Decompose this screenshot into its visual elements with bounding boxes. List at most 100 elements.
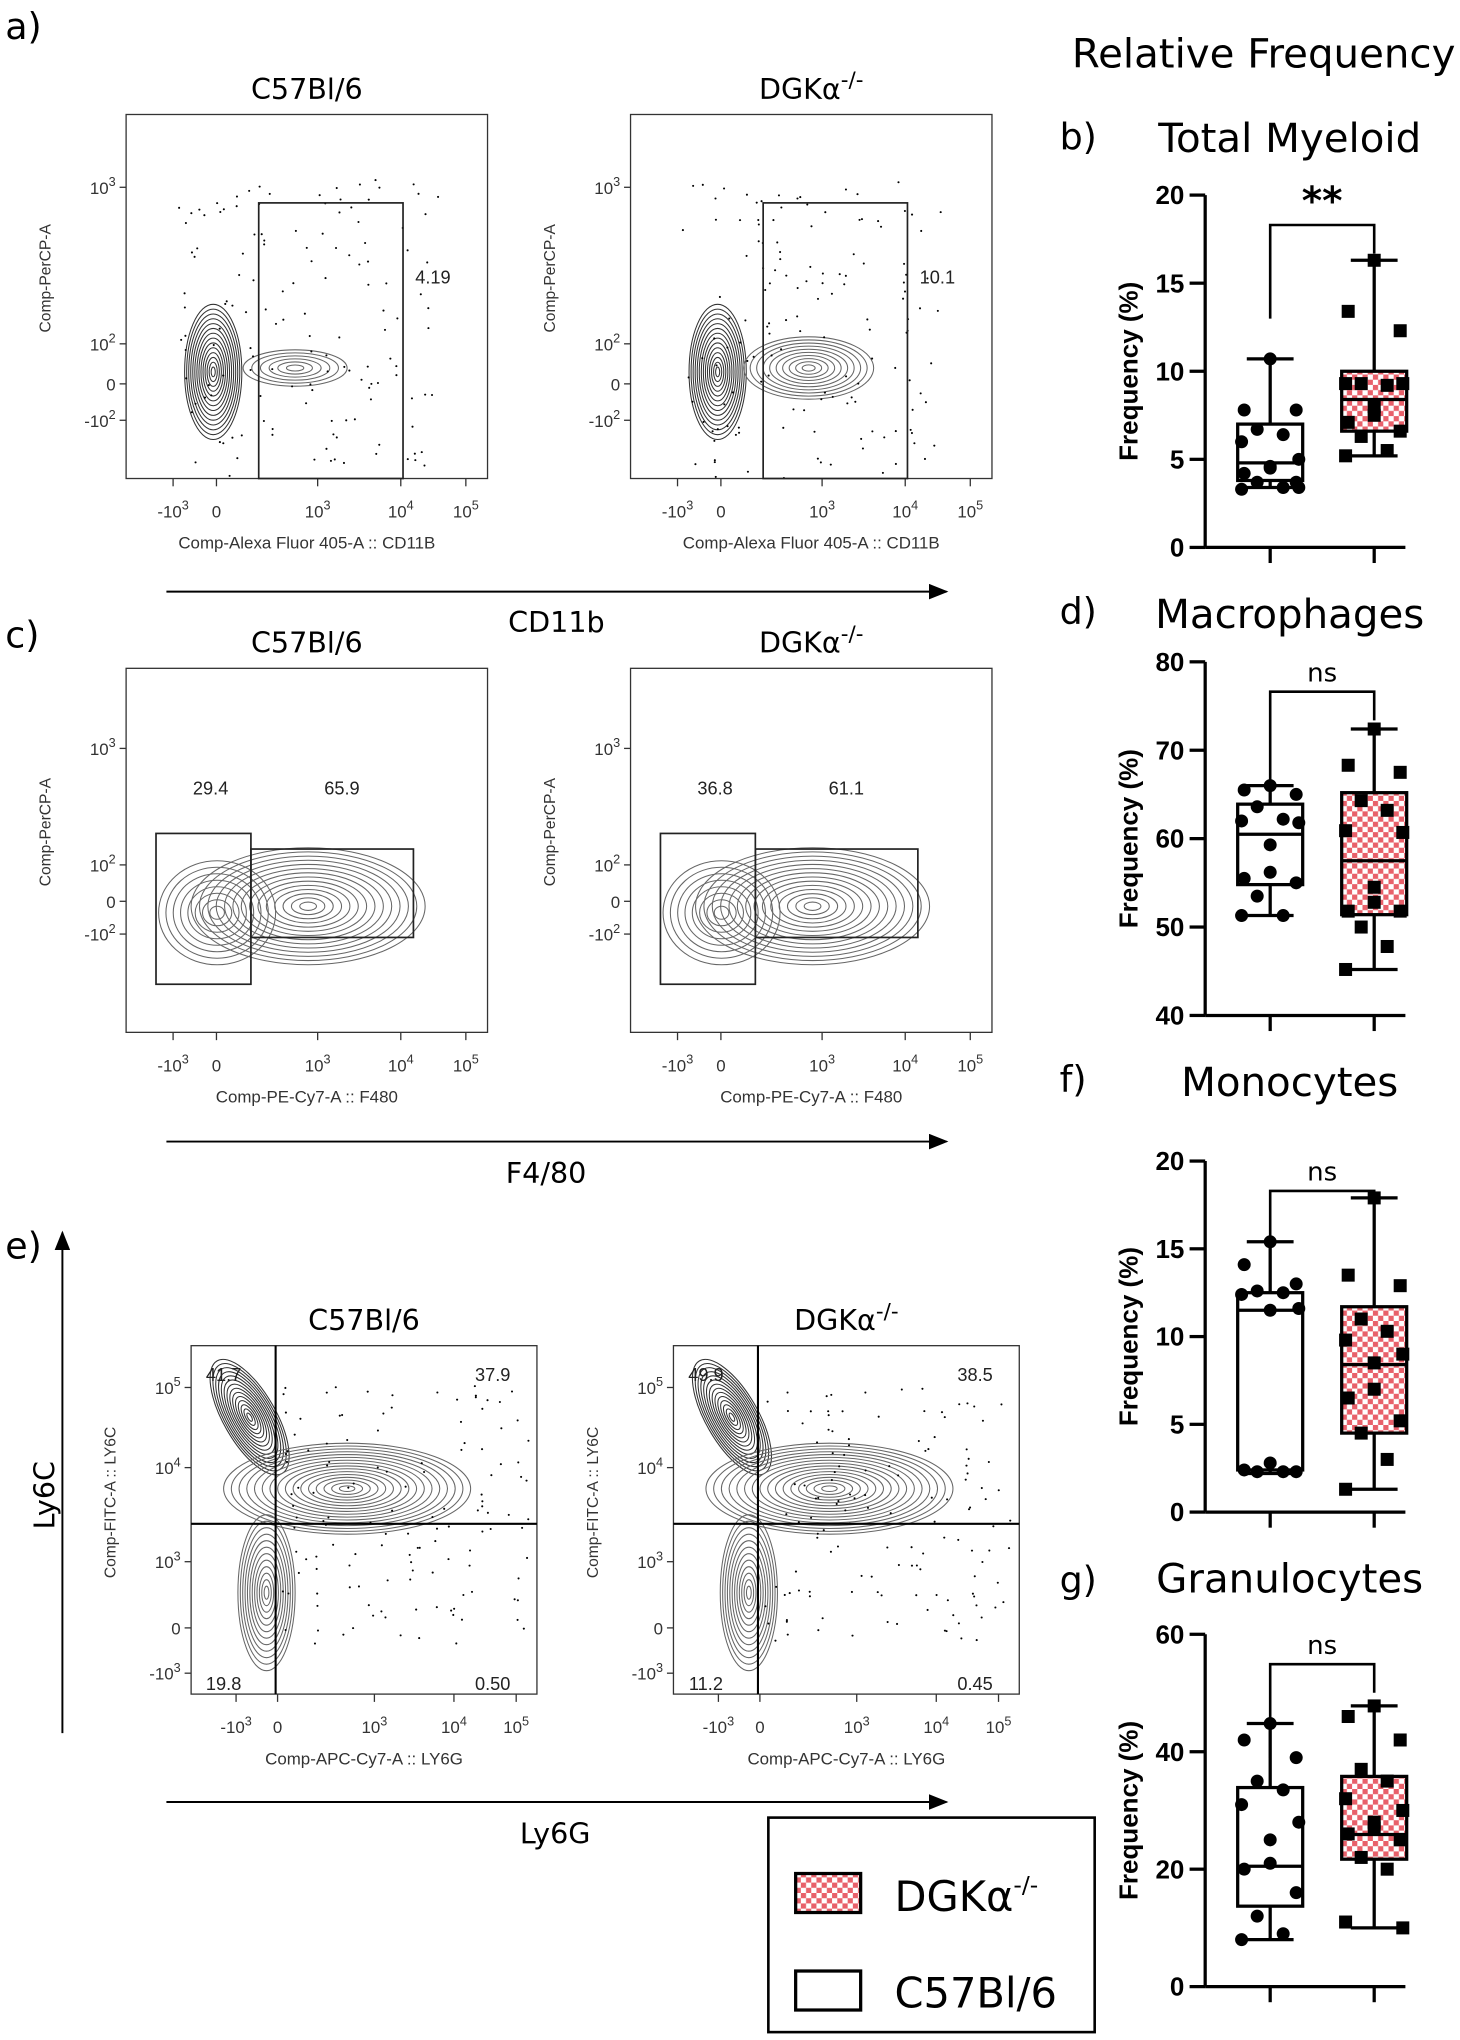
contour-line bbox=[699, 892, 745, 933]
data-point bbox=[1339, 449, 1353, 463]
event-dot bbox=[271, 428, 274, 431]
data-point bbox=[1341, 1827, 1355, 1841]
event-dot bbox=[973, 1405, 976, 1408]
y-tick-label: 10 bbox=[1155, 1322, 1184, 1352]
event-dot bbox=[321, 232, 324, 235]
contour-line bbox=[299, 901, 317, 911]
contour-line bbox=[704, 342, 731, 402]
contour-line bbox=[703, 851, 922, 962]
contour-line bbox=[821, 1485, 838, 1493]
data-point bbox=[1393, 765, 1407, 779]
flow-plot-xtick: -103 bbox=[157, 1053, 188, 1076]
event-dot bbox=[252, 279, 255, 282]
event-dot bbox=[343, 365, 346, 368]
flow-plot-xlabel: Comp-Alexa Fluor 405-A :: CD11B bbox=[683, 534, 940, 553]
event-dot bbox=[384, 1616, 387, 1619]
event-dot bbox=[768, 282, 771, 285]
event-dot bbox=[967, 1457, 970, 1460]
data-point bbox=[1263, 1717, 1277, 1731]
event-dot bbox=[786, 1633, 789, 1636]
flow-plot-frame bbox=[125, 113, 489, 480]
significance-bracket bbox=[1268, 223, 1376, 319]
event-dot bbox=[367, 1604, 370, 1607]
flow-plot-ytick: 103 bbox=[155, 1549, 181, 1572]
event-dot bbox=[291, 385, 294, 388]
event-dot bbox=[413, 452, 416, 455]
event-dot bbox=[816, 457, 819, 460]
event-dot bbox=[757, 240, 760, 243]
event-dot bbox=[779, 250, 782, 254]
data-point bbox=[1292, 1301, 1306, 1315]
gate-percentage: 37.9 bbox=[475, 1365, 510, 1385]
flow-plot-ytick: 102 bbox=[594, 332, 620, 355]
event-dot bbox=[231, 436, 234, 439]
event-dot bbox=[198, 208, 201, 211]
event-dot bbox=[271, 368, 274, 371]
data-point bbox=[1276, 428, 1290, 442]
data-point bbox=[1237, 871, 1251, 885]
event-dot bbox=[714, 197, 717, 200]
event-dot bbox=[430, 393, 434, 397]
flow-plot-title: C57Bl/6 bbox=[251, 72, 363, 106]
data-point bbox=[1354, 429, 1368, 443]
event-dot bbox=[933, 1436, 936, 1439]
data-point bbox=[1292, 452, 1306, 466]
event-dot bbox=[799, 330, 802, 333]
event-dot bbox=[967, 1508, 971, 1511]
event-dot bbox=[965, 1464, 968, 1467]
chart-title: Granulocytes bbox=[1156, 1556, 1423, 1603]
data-point bbox=[1250, 1909, 1264, 1923]
event-dot bbox=[943, 1629, 946, 1632]
data-point bbox=[1354, 1426, 1368, 1440]
contour-line bbox=[246, 1540, 287, 1646]
data-point bbox=[1380, 378, 1394, 392]
flow-plot-ytick: -102 bbox=[589, 922, 620, 945]
event-dot bbox=[862, 262, 865, 265]
contour-line bbox=[207, 855, 409, 957]
contour-line bbox=[711, 1387, 753, 1447]
chart-ylabel: Frequency (%) bbox=[1114, 282, 1144, 461]
event-dot bbox=[409, 1578, 412, 1581]
data-point bbox=[1276, 812, 1290, 826]
event-dot bbox=[915, 1594, 918, 1597]
event-dot bbox=[831, 395, 834, 398]
flow-plot-xtick: 103 bbox=[844, 1714, 870, 1737]
event-dot bbox=[823, 336, 826, 339]
event-dot bbox=[847, 1438, 850, 1441]
contour-line bbox=[726, 1533, 771, 1652]
contour-line bbox=[813, 1482, 846, 1495]
flow-plot-xtick: 0 bbox=[212, 503, 221, 522]
data-point bbox=[1380, 1774, 1394, 1788]
event-dot bbox=[921, 1387, 924, 1390]
contour-line bbox=[778, 889, 847, 924]
event-dot bbox=[876, 1591, 879, 1594]
event-dot bbox=[391, 1509, 394, 1512]
event-dot bbox=[821, 1617, 824, 1620]
event-dot bbox=[849, 1493, 852, 1496]
event-dot bbox=[248, 189, 251, 192]
contour-line bbox=[708, 1383, 756, 1451]
contour-line bbox=[713, 361, 723, 383]
event-dot bbox=[883, 436, 886, 439]
event-dot bbox=[980, 1616, 983, 1619]
event-dot bbox=[419, 293, 422, 296]
event-dot bbox=[829, 1550, 832, 1553]
data-point bbox=[1263, 838, 1277, 852]
event-dot bbox=[447, 1558, 450, 1561]
contour-line bbox=[254, 1559, 279, 1626]
flow-plot-xtick: 103 bbox=[809, 499, 835, 522]
data-point bbox=[1250, 1465, 1264, 1479]
contour-line bbox=[728, 863, 897, 949]
contour-line bbox=[202, 347, 224, 397]
event-dot bbox=[794, 1570, 798, 1573]
contour-line bbox=[238, 1448, 456, 1530]
event-dot bbox=[820, 398, 823, 401]
event-dot bbox=[481, 1448, 484, 1451]
flow-plot-title: C57Bl/6 bbox=[308, 1303, 420, 1337]
event-dot bbox=[1000, 1403, 1003, 1406]
contour-line bbox=[715, 366, 721, 378]
event-dot bbox=[358, 263, 361, 266]
event-dot bbox=[281, 1590, 284, 1593]
event-dot bbox=[746, 359, 749, 362]
event-dot bbox=[194, 461, 197, 464]
